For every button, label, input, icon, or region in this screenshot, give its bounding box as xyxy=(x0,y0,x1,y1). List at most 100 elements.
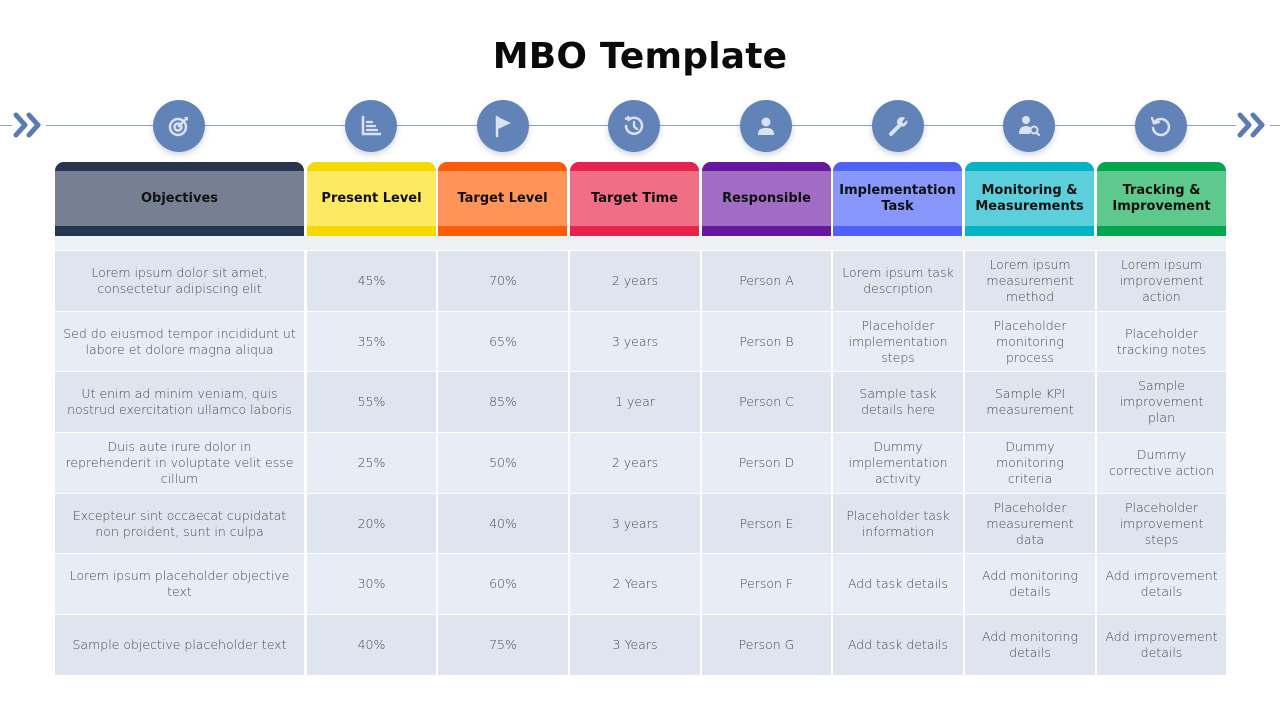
header-bottom-band xyxy=(438,226,567,236)
cell-target-level: 75% xyxy=(438,615,568,675)
cell-target-level: 50% xyxy=(438,433,568,493)
wrench-icon xyxy=(872,100,924,152)
cell-monitoring: Lorem ipsum measurement method xyxy=(965,251,1095,311)
cell-objective: Ut enim ad minim veniam, quis nostrud ex… xyxy=(55,372,304,433)
cell-objective: Lorem ipsum dolor sit amet, consectetur … xyxy=(55,251,304,311)
cell-target-time: 2 years xyxy=(570,433,700,493)
header-label: Target Time xyxy=(591,190,678,206)
slide-title: MBO Template xyxy=(492,36,788,77)
cell-responsible: Person F xyxy=(702,554,831,615)
header-top-band xyxy=(55,162,304,171)
cell-objective: Sed do eiusmod tempor incididunt ut labo… xyxy=(55,311,304,372)
cell-monitoring: Dummy monitoring criteria xyxy=(965,433,1095,493)
cell-tracking: Placeholder improvement steps xyxy=(1097,493,1226,554)
header-label: Responsible xyxy=(722,190,811,206)
cell-tracking: Add improvement details xyxy=(1097,615,1226,675)
cell-tracking: Lorem ipsum improvement action xyxy=(1097,251,1226,311)
header-bottom-band xyxy=(965,226,1094,236)
flag-icon xyxy=(477,100,529,152)
header-label: Monitoring & Measurements xyxy=(975,182,1084,214)
header-bottom-band xyxy=(307,226,436,236)
cell-implementation-task: Lorem ipsum task description xyxy=(833,251,963,311)
header-top-band xyxy=(570,162,699,171)
header-top-band xyxy=(965,162,1094,171)
table-body: Lorem ipsum dolor sit amet, consectetur … xyxy=(55,251,1226,676)
cell-responsible: Person D xyxy=(702,433,831,493)
cell-target-time: 2 Years xyxy=(570,554,700,615)
cell-responsible: Person G xyxy=(702,615,831,675)
rotate-left-icon xyxy=(1135,100,1187,152)
cell-implementation-task: Dummy implementation activity xyxy=(833,433,963,493)
table-row: Sample objective placeholder text 40% 75% 3… xyxy=(55,615,1226,676)
header-bottom-band xyxy=(1097,226,1226,236)
header-tracking-improvement: Tracking & Improvement xyxy=(1097,162,1226,236)
history-clock-icon xyxy=(608,100,660,152)
cell-monitoring: Add monitoring details xyxy=(965,615,1095,675)
header-responsible: Responsible xyxy=(702,162,831,236)
cell-implementation-task: Sample task details here xyxy=(833,372,963,433)
table-row: Duis aute irure dolor in reprehenderit i… xyxy=(55,433,1226,494)
header-top-band xyxy=(1097,162,1226,171)
header-top-band xyxy=(702,162,831,171)
cell-present-level: 30% xyxy=(307,554,436,615)
header-bottom-band xyxy=(702,226,831,236)
cell-present-level: 40% xyxy=(307,615,436,675)
cell-responsible: Person E xyxy=(702,493,831,554)
table-row: Lorem ipsum dolor sit amet, consectetur … xyxy=(55,251,1226,312)
cell-target-time: 2 years xyxy=(570,251,700,311)
cell-target-time: 3 years xyxy=(570,311,700,372)
cell-present-level: 20% xyxy=(307,493,436,554)
cell-tracking: Dummy corrective action xyxy=(1097,433,1226,493)
header-label: Objectives xyxy=(140,190,219,206)
header-objectives: Objectives xyxy=(55,162,304,236)
header-top-band xyxy=(307,162,436,171)
cell-objective: Duis aute irure dolor in reprehenderit i… xyxy=(55,433,304,493)
header-label: Tracking & Improvement xyxy=(1112,182,1211,214)
header-target-time: Target Time xyxy=(570,162,699,236)
bar-chart-icon xyxy=(345,100,397,152)
cell-responsible: Person C xyxy=(702,372,831,433)
cell-tracking: Placeholder tracking notes xyxy=(1097,311,1226,372)
cell-implementation-task: Placeholder task information xyxy=(833,493,963,554)
cell-objective: Excepteur sint occaecat cupidatat non pr… xyxy=(55,493,304,554)
header-top-band xyxy=(833,162,962,171)
cell-target-level: 70% xyxy=(438,251,568,311)
table-row: Lorem ipsum placeholder objective text 30… xyxy=(55,554,1226,615)
cell-implementation-task: Add task details xyxy=(833,615,963,675)
double-chevron-right-icon xyxy=(12,111,46,139)
header-monitoring-measurements: Monitoring & Measurements xyxy=(965,162,1094,236)
table-row: Excepteur sint occaecat cupidatat non pr… xyxy=(55,493,1226,555)
header-label: Present Level xyxy=(321,190,422,206)
cell-monitoring: Placeholder measurement data xyxy=(965,493,1095,554)
cell-monitoring: Sample KPI measurement xyxy=(965,372,1095,433)
cell-target-level: 60% xyxy=(438,554,568,615)
cell-present-level: 55% xyxy=(307,372,436,433)
user-search-icon xyxy=(1003,100,1055,152)
header-present-level: Present Level xyxy=(307,162,436,236)
cell-monitoring: Add monitoring details xyxy=(965,554,1095,615)
cell-responsible: Person A xyxy=(702,251,831,311)
cell-responsible: Person B xyxy=(702,311,831,372)
cell-monitoring: Placeholder monitoring process xyxy=(965,311,1095,372)
cell-target-level: 65% xyxy=(438,311,568,372)
cell-present-level: 35% xyxy=(307,311,436,372)
cell-target-level: 85% xyxy=(438,372,568,433)
header-bottom-band xyxy=(833,226,962,236)
cell-target-time: 3 Years xyxy=(570,615,700,675)
header-label: Target Level xyxy=(457,190,548,206)
cell-objective: Sample objective placeholder text xyxy=(55,615,304,675)
cell-present-level: 25% xyxy=(307,433,436,493)
cell-target-time: 3 years xyxy=(570,493,700,554)
cell-present-level: 45% xyxy=(307,251,436,311)
header-spacer xyxy=(55,236,1226,250)
cell-tracking: Sample improvement plan xyxy=(1097,372,1226,433)
header-bottom-band xyxy=(55,226,304,236)
cell-target-time: 1 year xyxy=(570,372,700,433)
double-chevron-right-icon xyxy=(1236,111,1270,139)
header-bottom-band xyxy=(570,226,699,236)
cell-target-level: 40% xyxy=(438,493,568,554)
cell-implementation-task: Add task details xyxy=(833,554,963,615)
cell-tracking: Add improvement details xyxy=(1097,554,1226,615)
header-top-band xyxy=(438,162,567,171)
header-target-level: Target Level xyxy=(438,162,567,236)
